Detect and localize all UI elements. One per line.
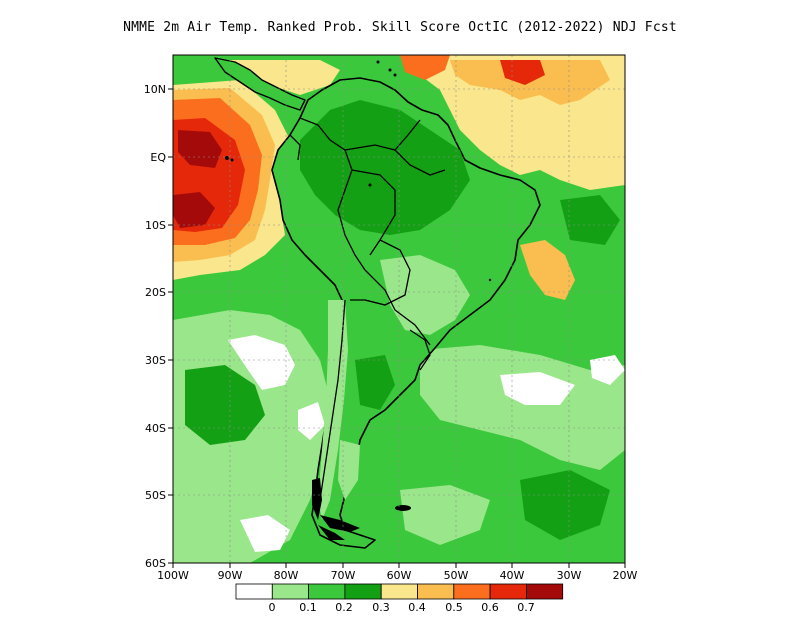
lon-label: 70W — [331, 569, 356, 582]
lon-label: 100W — [157, 569, 189, 582]
axis-ticks — [168, 88, 626, 568]
south-atlantic-white-patch — [500, 372, 575, 405]
colorbar-swatch — [380, 583, 418, 600]
longitude-labels: 100W 90W 80W 70W 60W 50W 40W 30W 20W — [157, 569, 637, 582]
lon-label: 60W — [387, 569, 412, 582]
colorbar-swatch — [453, 583, 491, 600]
lon-label: 90W — [218, 569, 243, 582]
pacific-darkred-core-north — [178, 130, 222, 168]
lat-label: 10N — [144, 83, 166, 96]
patagonia-lightgreen — [338, 440, 360, 500]
lat-label: 30S — [145, 354, 166, 367]
north-atlantic-darkgreen — [560, 195, 620, 245]
south-pacific-darkgreen-patch — [185, 365, 265, 445]
colorbar-label: 0.7 — [517, 601, 535, 614]
colorbar-label: 0.1 — [299, 601, 317, 614]
colorbar-swatch — [271, 583, 309, 600]
south-atlantic-white-patch-2 — [590, 355, 625, 385]
lon-label: 50W — [444, 569, 469, 582]
lat-label: 20S — [145, 286, 166, 299]
south-pacific-white-patch-3 — [298, 402, 325, 440]
central-america-land — [214, 57, 306, 111]
lon-label: 80W — [274, 569, 299, 582]
colorbar-swatch — [344, 583, 382, 600]
colorbar-label: 0 — [269, 601, 276, 614]
atlantic-red-patch — [500, 60, 545, 85]
lat-label: EQ — [150, 151, 166, 164]
lat-label: 40S — [145, 422, 166, 435]
lat-label: 60S — [145, 557, 166, 570]
south-atlantic-lightgreen-south — [400, 485, 490, 545]
tierra-del-fuego — [312, 478, 411, 540]
pacific-darkred-core-south — [173, 192, 215, 228]
lon-label: 20W — [613, 569, 638, 582]
colorbar-swatch — [235, 583, 273, 600]
south-atlantic-orange — [520, 240, 575, 300]
colorbar-label: 0.5 — [445, 601, 463, 614]
map-title: NMME 2m Air Temp. Ranked Prob. Skill Sco… — [123, 20, 677, 35]
atlantic-orange-patch-north — [400, 55, 450, 80]
lon-label: 40W — [500, 569, 525, 582]
south-pacific-white-patch-2 — [240, 515, 290, 552]
colorbar-label: 0.4 — [408, 601, 426, 614]
lat-label: 50S — [145, 489, 166, 502]
colorbar-label: 0.6 — [481, 601, 499, 614]
map-plot-area — [173, 55, 625, 563]
graticule — [173, 55, 625, 563]
colorbar-label: 0.3 — [372, 601, 390, 614]
colorbar-labels: 0 0.1 0.2 0.3 0.4 0.5 0.6 0.7 — [269, 601, 535, 614]
colorbar-swatch — [417, 583, 455, 600]
south-atlantic-darkgreen-strip — [520, 470, 610, 540]
lon-label: 30W — [557, 569, 582, 582]
colorbar-swatch — [526, 583, 564, 600]
colorbar-label: 0.2 — [335, 601, 353, 614]
colorbar — [235, 583, 564, 600]
colorbar-swatch — [489, 583, 527, 600]
south-atlantic-lightgreen — [420, 345, 625, 470]
caribbean-yellow — [230, 60, 340, 95]
argentina-darkgreen — [355, 355, 395, 410]
latitude-labels: 10N EQ 10S 20S 30S 40S 50S 60S — [144, 83, 167, 570]
country-borders — [289, 117, 446, 501]
amazon-darkgreen — [300, 100, 470, 235]
lat-label: 10S — [145, 219, 166, 232]
south-pacific-white-patch-1 — [228, 335, 295, 390]
colorbar-swatch — [308, 583, 346, 600]
